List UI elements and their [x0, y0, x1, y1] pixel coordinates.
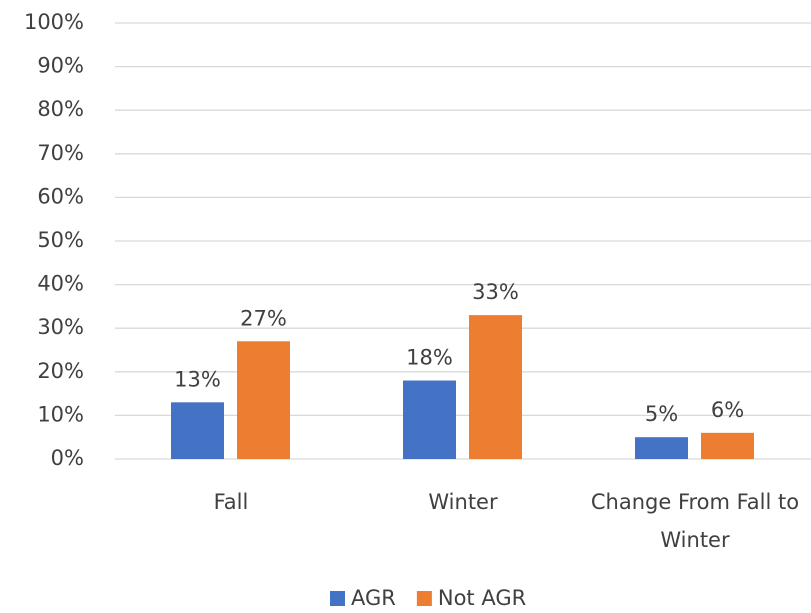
bar	[701, 432, 754, 459]
x-tick-label: Fall	[213, 490, 249, 514]
y-tick-label: 10%	[37, 402, 84, 426]
x-tick-label: Winter	[428, 490, 498, 514]
bar	[403, 380, 456, 459]
y-tick-label: 90%	[37, 54, 84, 78]
data-label: 18%	[406, 346, 453, 370]
y-tick-label: 80%	[37, 97, 84, 121]
bar	[469, 315, 522, 459]
bar	[635, 437, 688, 459]
y-tick-label: 0%	[51, 446, 84, 470]
y-tick-label: 70%	[37, 141, 84, 165]
y-tick-label: 20%	[37, 359, 84, 383]
y-tick-label: 30%	[37, 315, 84, 339]
y-tick-label: 50%	[37, 228, 84, 252]
y-tick-label: 100%	[24, 10, 84, 34]
data-label: 13%	[174, 367, 221, 391]
y-tick-label: 40%	[37, 272, 84, 296]
data-label: 27%	[240, 306, 287, 330]
legend-label: AGR	[351, 586, 396, 610]
data-label: 6%	[711, 398, 744, 422]
y-tick-label: 60%	[37, 184, 84, 208]
bar	[237, 341, 290, 459]
bar	[171, 402, 224, 459]
data-label: 5%	[645, 402, 678, 426]
data-label: 33%	[472, 280, 519, 304]
legend-label: Not AGR	[438, 586, 526, 610]
legend-swatch	[330, 591, 345, 606]
legend-swatch	[416, 591, 432, 606]
x-tick-label: Change From Fall to Winter	[590, 490, 800, 552]
